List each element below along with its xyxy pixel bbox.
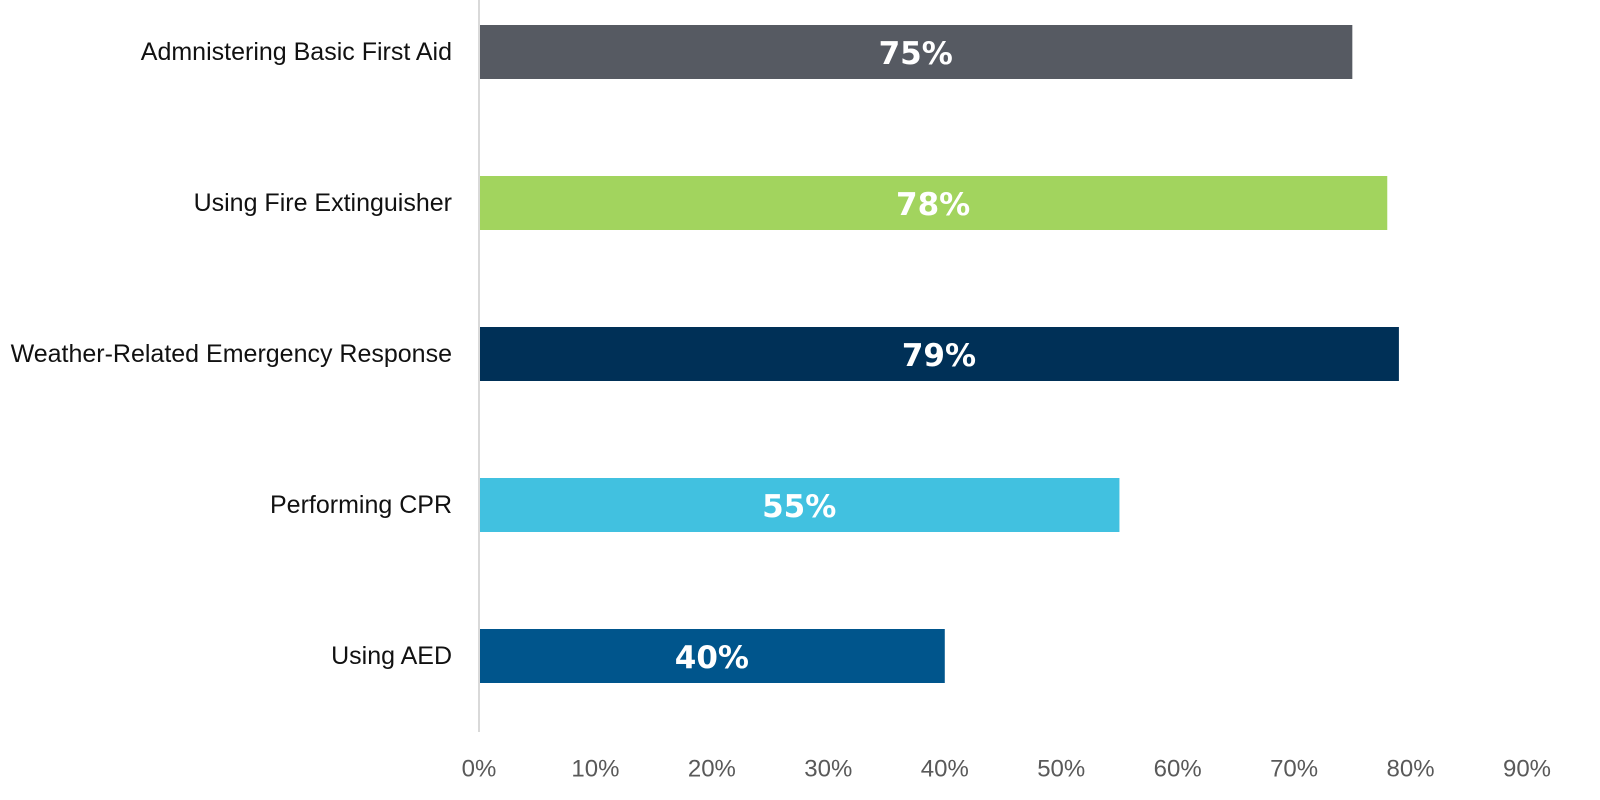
- category-label-weather-related-emergency-response: Weather-Related Emergency Response: [11, 340, 452, 368]
- x-tick-label-6: 60%: [1154, 756, 1202, 783]
- bar-admnistering-basic-first-aid: [479, 25, 1353, 79]
- data-label-using-fire-extinguisher: 78%: [896, 187, 970, 223]
- bar-performing-cpr: [479, 478, 1120, 532]
- x-tick-label-8: 80%: [1387, 756, 1435, 783]
- x-tick-label-3: 30%: [804, 756, 852, 783]
- category-labels: Admnistering Basic First Aid Using Fire E…: [11, 38, 452, 670]
- x-tick-label-7: 70%: [1270, 756, 1318, 783]
- category-label-using-fire-extinguisher: Using Fire Extinguisher: [194, 189, 452, 217]
- category-label-using-aed: Using AED: [331, 642, 452, 670]
- data-label-admnistering-basic-first-aid: 75%: [879, 36, 953, 72]
- x-tick-label-4: 40%: [921, 756, 969, 783]
- x-axis-tick-labels: 0% 10% 20% 30% 40% 50% 60% 70% 80% 90%: [462, 756, 1551, 783]
- data-labels: 75% 78% 79% 55% 40%: [675, 36, 976, 676]
- data-label-using-aed: 40%: [675, 640, 749, 676]
- x-tick-label-5: 50%: [1037, 756, 1085, 783]
- x-tick-label-1: 10%: [571, 756, 619, 783]
- category-label-performing-cpr: Performing CPR: [270, 491, 452, 519]
- x-tick-label-9: 90%: [1503, 756, 1551, 783]
- data-label-performing-cpr: 55%: [762, 489, 836, 525]
- category-label-admnistering-basic-first-aid: Admnistering Basic First Aid: [141, 38, 452, 66]
- bars-layer: [479, 25, 1399, 683]
- data-label-weather-related-emergency-response: 79%: [902, 338, 976, 374]
- x-tick-label-2: 20%: [688, 756, 736, 783]
- bar-using-aed: [479, 629, 945, 683]
- bar-weather-related-emergency-response: [479, 327, 1399, 381]
- bar-using-fire-extinguisher: [479, 176, 1388, 230]
- x-tick-label-0: 0%: [462, 756, 497, 783]
